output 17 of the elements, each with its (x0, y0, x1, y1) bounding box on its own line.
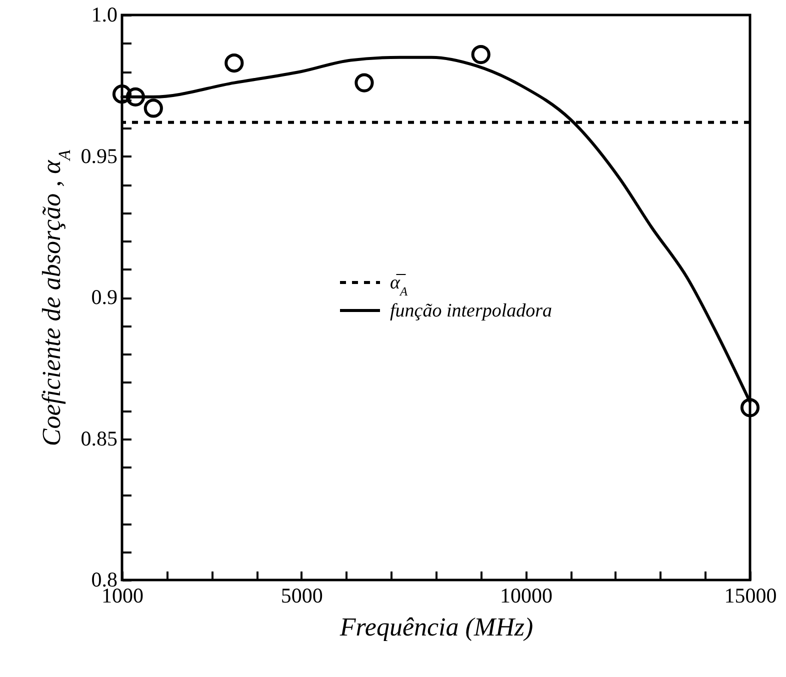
y-tick-label: 1.0 (91, 2, 118, 26)
point (126, 87, 146, 106)
y-tick-label: 0.85 (80, 426, 118, 450)
legend-label: função interpoladora (390, 300, 552, 322)
x-axis-title: Frequência (MHz) (338, 612, 534, 642)
point (224, 53, 244, 73)
point (471, 45, 490, 64)
x-tick-label: 5000 (280, 584, 323, 608)
point (740, 398, 760, 418)
point (112, 84, 132, 104)
point (354, 73, 374, 92)
point (144, 98, 163, 118)
y-tick-label: 0.9 (91, 285, 118, 309)
y-tick-label: 0.95 (80, 144, 118, 168)
legend-label: α̅$_{A}$ (390, 272, 408, 298)
x-tick-label: 10000 (500, 584, 552, 608)
x-tick-label: 15000 (724, 584, 777, 608)
